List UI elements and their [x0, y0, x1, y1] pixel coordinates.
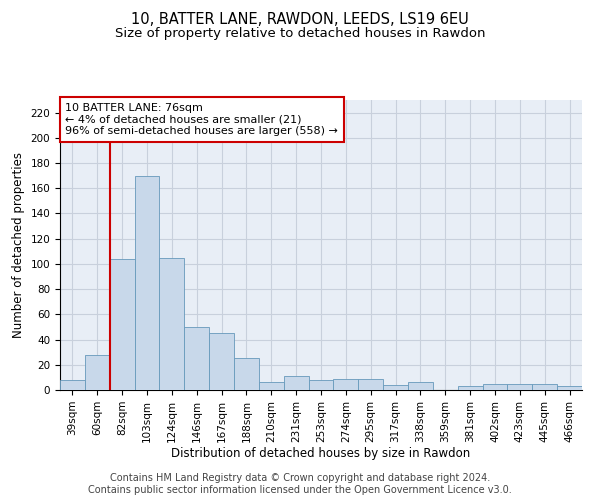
Bar [234, 358, 259, 390]
Y-axis label: Number of detached properties: Number of detached properties [12, 152, 25, 338]
Bar [508, 384, 532, 390]
Bar [134, 176, 160, 390]
Bar [209, 334, 234, 390]
Bar [160, 258, 184, 390]
Bar [408, 382, 433, 390]
Bar [85, 354, 110, 390]
Bar [358, 378, 383, 390]
Bar [284, 376, 308, 390]
Text: 10 BATTER LANE: 76sqm
← 4% of detached houses are smaller (21)
96% of semi-detac: 10 BATTER LANE: 76sqm ← 4% of detached h… [65, 103, 338, 136]
Bar [482, 384, 508, 390]
Bar [184, 327, 209, 390]
Bar [259, 382, 284, 390]
Text: Size of property relative to detached houses in Rawdon: Size of property relative to detached ho… [115, 28, 485, 40]
Bar [308, 380, 334, 390]
Bar [557, 386, 582, 390]
Bar [110, 259, 134, 390]
Bar [532, 384, 557, 390]
Bar [334, 378, 358, 390]
Bar [60, 380, 85, 390]
Text: Contains HM Land Registry data © Crown copyright and database right 2024.
Contai: Contains HM Land Registry data © Crown c… [88, 474, 512, 495]
X-axis label: Distribution of detached houses by size in Rawdon: Distribution of detached houses by size … [172, 448, 470, 460]
Bar [383, 385, 408, 390]
Bar [458, 386, 482, 390]
Text: 10, BATTER LANE, RAWDON, LEEDS, LS19 6EU: 10, BATTER LANE, RAWDON, LEEDS, LS19 6EU [131, 12, 469, 28]
